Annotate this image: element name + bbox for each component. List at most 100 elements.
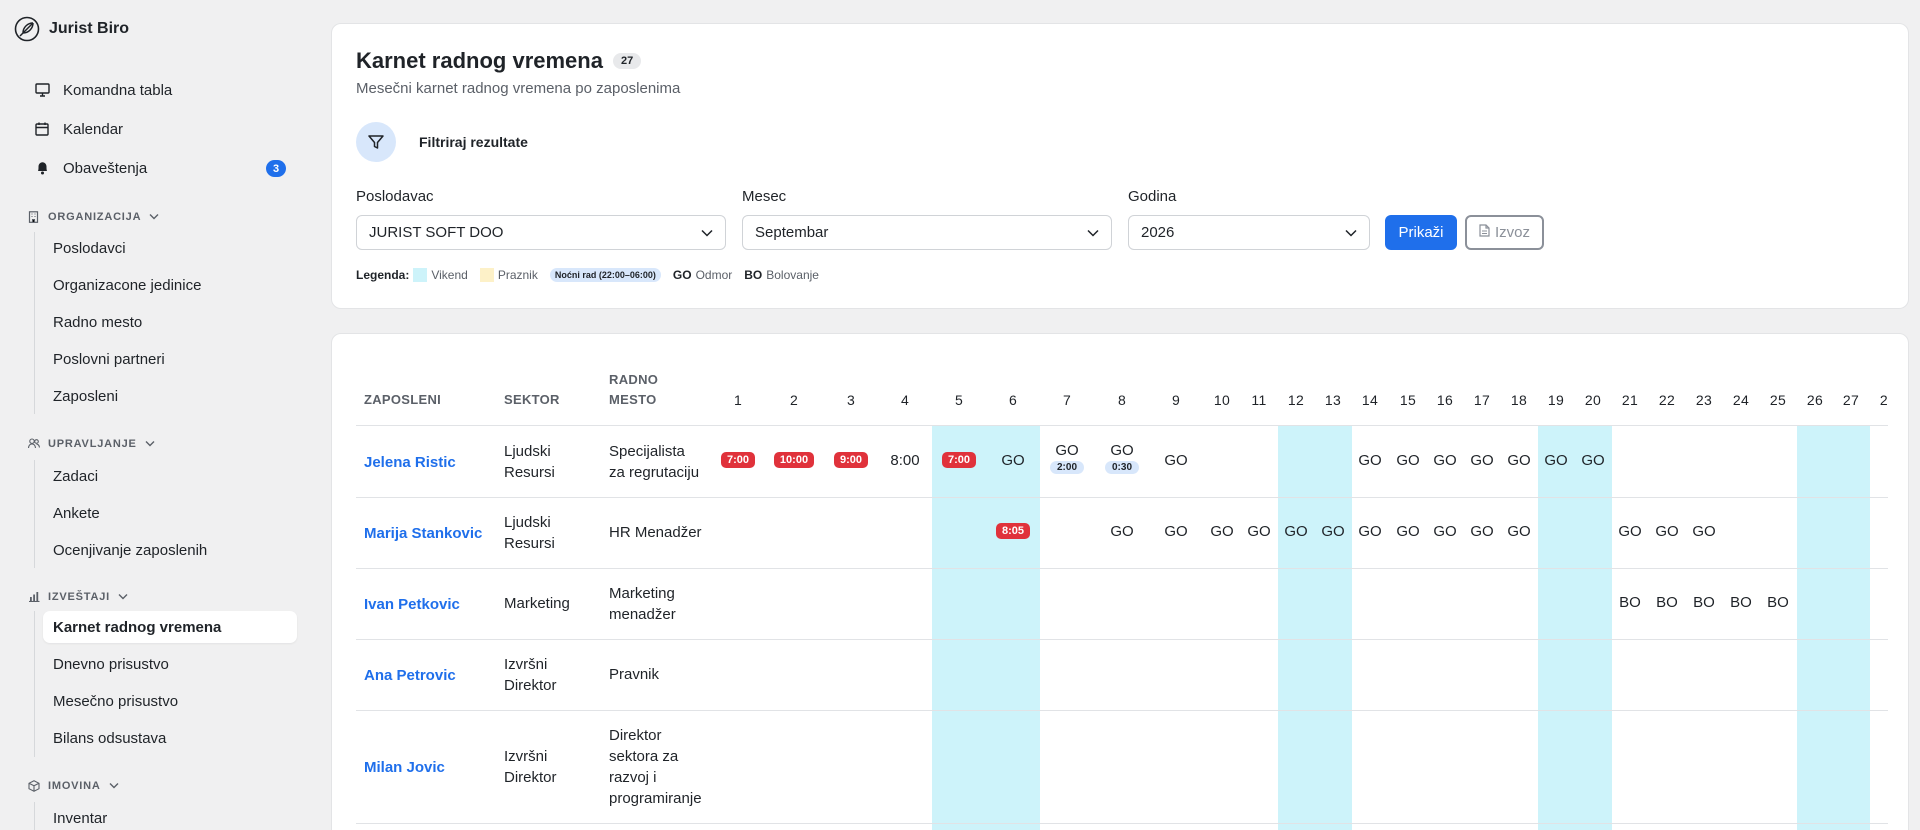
- nav-item-zaposleni[interactable]: Zaposleni: [53, 387, 119, 405]
- day-cell[interactable]: GO: [1383, 452, 1433, 469]
- day-cell[interactable]: GO: [1420, 523, 1470, 540]
- nav-item-radno-mesto[interactable]: Radno mesto: [53, 313, 143, 331]
- table-row: Ana Petrovic Izvršni Direktor Pravnik: [356, 639, 1888, 710]
- nav-item-organizacione-jedinice[interactable]: Organizacone jedinice: [53, 276, 202, 294]
- day-cell[interactable]: GO: [1457, 452, 1507, 469]
- late-hours-chip: 10:00: [773, 451, 815, 468]
- chevron-down-icon: [1087, 224, 1099, 241]
- weekend-band: [1277, 426, 1315, 830]
- section-organizacija[interactable]: ORGANIZACIJA: [28, 211, 159, 223]
- day-cell[interactable]: BO: [1679, 594, 1729, 611]
- box-icon: [28, 780, 40, 792]
- day-cell[interactable]: GO: [1568, 452, 1618, 469]
- position-line: za regrutaciju: [609, 463, 700, 481]
- day-cell[interactable]: GO: [1151, 523, 1201, 540]
- employee-name-link[interactable]: Ivan Petkovic: [364, 595, 460, 613]
- nav-item-bilans-odsustava[interactable]: Bilans odsustava: [53, 729, 167, 747]
- day-cell[interactable]: GO: [1234, 523, 1284, 540]
- day-value: GO: [1470, 522, 1494, 540]
- nav-item-dnevno-prisustvo[interactable]: Dnevno prisustvo: [53, 655, 169, 673]
- day-value: GO: [1164, 522, 1188, 540]
- employee-name-link[interactable]: Jelena Ristic: [364, 453, 456, 471]
- day-cell[interactable]: BO: [1716, 594, 1766, 611]
- nav-item-ocenjivanje-zaposlenih[interactable]: Ocenjivanje zaposlenih: [53, 541, 208, 559]
- brand[interactable]: Jurist Biro: [14, 16, 129, 42]
- day-cell[interactable]: GO: [1679, 523, 1729, 540]
- day-cell[interactable]: BO: [1753, 594, 1803, 611]
- chevron-down-icon: [118, 592, 128, 603]
- header-divider: [356, 425, 1888, 426]
- nav-item-obavestenja[interactable]: Obaveštenja 3: [34, 150, 286, 186]
- col-header-day: 3: [846, 392, 856, 408]
- col-header-sector: SEKTOR: [504, 392, 560, 407]
- bell-icon: [34, 160, 50, 176]
- legend-bo-code: BO: [744, 268, 763, 282]
- employee-name-link[interactable]: Ana Petrovic: [364, 666, 456, 684]
- section-upravljanje[interactable]: UPRAVLJANJE: [28, 438, 155, 450]
- nav-item-inventar[interactable]: Inventar: [53, 809, 108, 827]
- day-value: GO: [1692, 522, 1716, 540]
- position-cell: Marketing menadžer: [609, 583, 676, 625]
- day-cell[interactable]: 7:00: [713, 451, 763, 468]
- day-value: GO: [1321, 522, 1345, 540]
- employee-name-link[interactable]: Milan Jovic: [364, 758, 445, 776]
- day-value: GO: [1396, 451, 1420, 469]
- position-cell: Specijalista za regrutaciju: [609, 441, 699, 483]
- section-izvestaji[interactable]: IZVEŠTAJI: [28, 591, 128, 603]
- day-cell[interactable]: GO: [1494, 523, 1544, 540]
- position-line: Pravnik: [609, 666, 660, 683]
- day-cell[interactable]: GO: [1420, 452, 1470, 469]
- day-cell[interactable]: GO: [1151, 452, 1201, 469]
- table-row: Ivan Petkovic Marketing Marketing menadžer B…: [356, 568, 1888, 639]
- day-cell[interactable]: GO 2:00: [1042, 442, 1092, 474]
- day-cell[interactable]: GO: [1531, 452, 1581, 469]
- day-value: GO: [1507, 522, 1531, 540]
- export-button[interactable]: Izvoz: [1465, 215, 1544, 250]
- employee-name-link[interactable]: Marija Stankovic: [364, 524, 483, 542]
- month-select[interactable]: Septembar: [742, 215, 1112, 250]
- sector-line: Resursi: [504, 463, 555, 481]
- day-cell[interactable]: GO: [1097, 523, 1147, 540]
- day-cell[interactable]: 10:00: [769, 451, 819, 468]
- day-cell[interactable]: 9:00: [826, 451, 876, 468]
- day-cell[interactable]: GO: [1345, 452, 1395, 469]
- day-cell[interactable]: GO: [1383, 523, 1433, 540]
- filter-toggle[interactable]: Filtriraj rezultate: [356, 122, 528, 162]
- legend-weekend: Vikend: [431, 268, 468, 282]
- col-header-day: 8: [1117, 392, 1127, 408]
- nav-item-poslodavci[interactable]: Poslodavci: [53, 239, 126, 257]
- day-cell[interactable]: GO: [1494, 452, 1544, 469]
- export-label: Izvoz: [1494, 224, 1530, 241]
- row-divider: [356, 497, 1888, 498]
- day-cell[interactable]: GO: [1308, 523, 1358, 540]
- day-cell[interactable]: GO: [1605, 523, 1655, 540]
- year-select[interactable]: 2026: [1128, 215, 1370, 250]
- day-cell[interactable]: GO: [988, 452, 1038, 469]
- day-cell[interactable]: GO: [1345, 523, 1395, 540]
- day-cell[interactable]: GO: [1271, 523, 1321, 540]
- nav-item-komandna-tabla[interactable]: Komandna tabla: [34, 72, 286, 108]
- late-hours-chip: 7:00: [720, 451, 756, 468]
- day-value: GO: [1358, 451, 1382, 469]
- day-cell[interactable]: 8:00: [880, 452, 930, 469]
- nav-item-ankete[interactable]: Ankete: [53, 504, 100, 522]
- day-cell[interactable]: 8:05: [988, 522, 1038, 539]
- count-badge: 27: [612, 53, 642, 69]
- section-imovina[interactable]: IMOVINA: [28, 780, 119, 792]
- day-cell[interactable]: BO: [1605, 594, 1655, 611]
- employer-select[interactable]: JURIST SOFT DOO: [356, 215, 726, 250]
- day-cell[interactable]: GO: [1642, 523, 1692, 540]
- nav-item-mesecno-prisustvo[interactable]: Mesečno prisustvo: [53, 692, 179, 710]
- building-icon: [28, 211, 40, 223]
- nav-item-karnet-radnog-vremena[interactable]: Karnet radnog vremena: [43, 611, 297, 643]
- day-cell[interactable]: GO 0:30: [1097, 442, 1147, 474]
- day-cell[interactable]: GO: [1197, 523, 1247, 540]
- day-value: GO: [1507, 451, 1531, 469]
- nav-item-zadaci[interactable]: Zadaci: [53, 467, 99, 485]
- day-cell[interactable]: GO: [1457, 523, 1507, 540]
- day-cell[interactable]: BO: [1642, 594, 1692, 611]
- show-button[interactable]: Prikaži: [1385, 215, 1457, 250]
- nav-item-kalendar[interactable]: Kalendar: [34, 111, 286, 147]
- day-cell[interactable]: 7:00: [934, 451, 984, 468]
- nav-item-poslovni-partneri[interactable]: Poslovni partneri: [53, 350, 165, 368]
